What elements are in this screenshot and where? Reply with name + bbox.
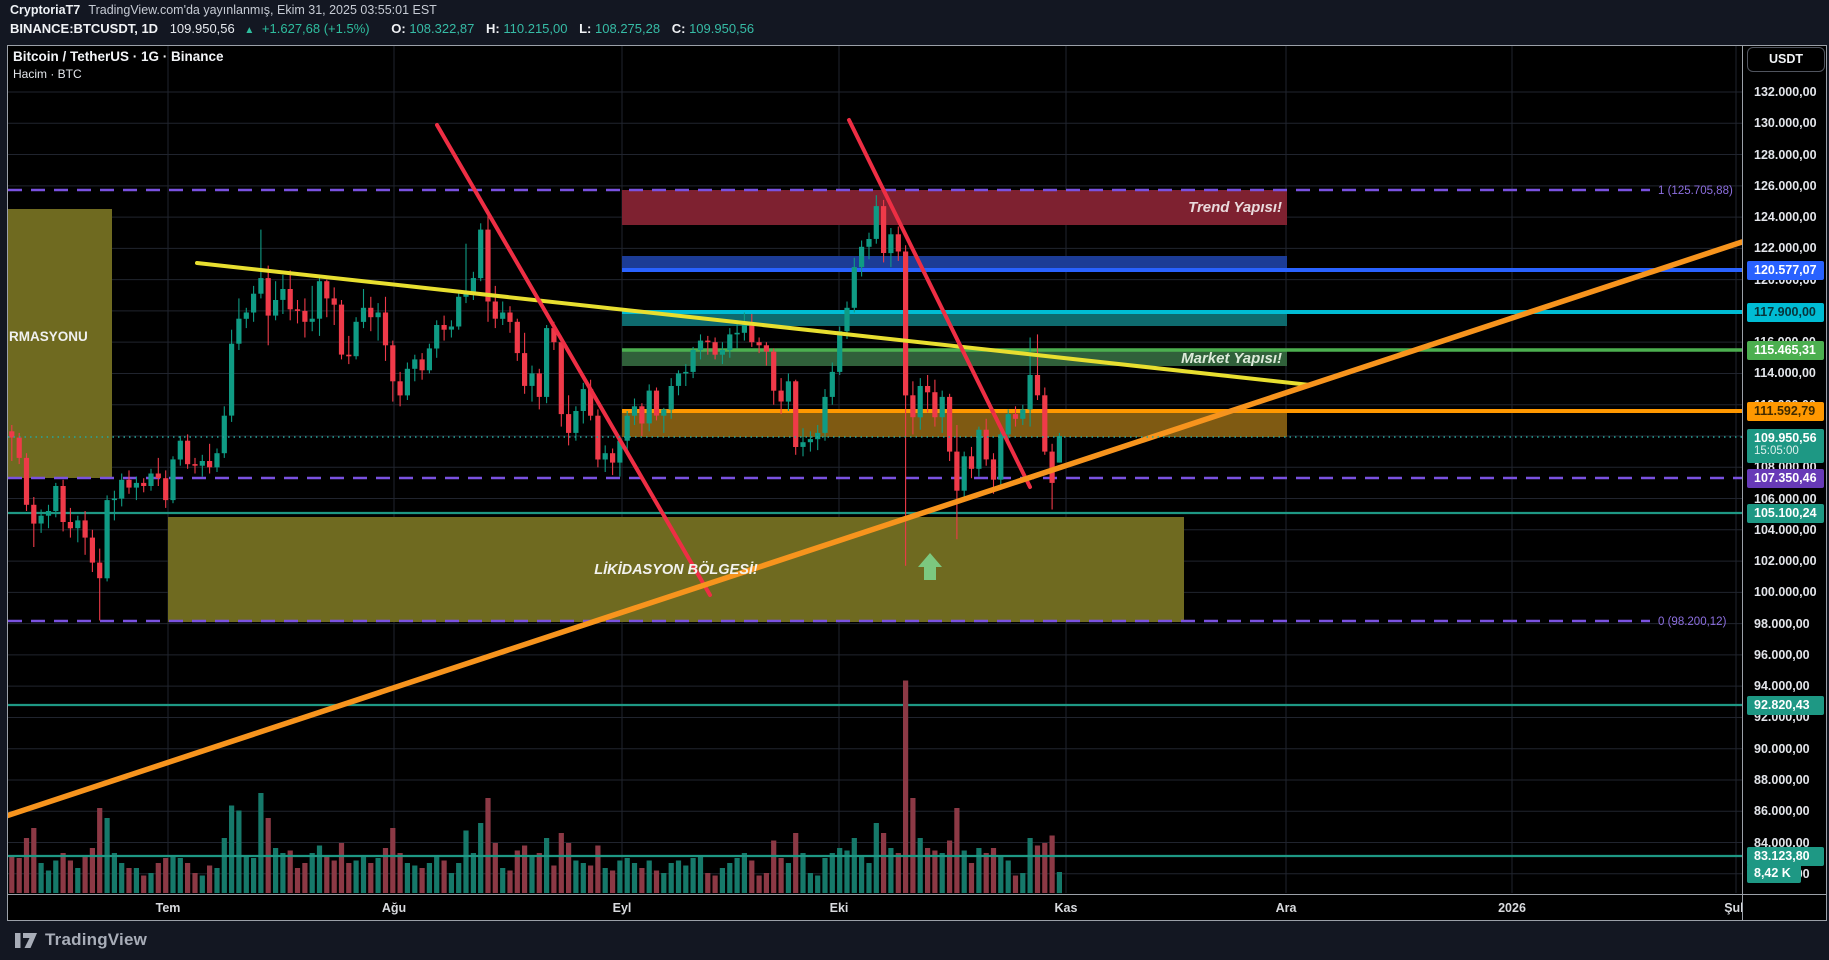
market-structure-zone	[622, 350, 1287, 366]
price-level-chip: 83.123,80	[1747, 846, 1824, 866]
fib-1-label: 1 (125.705,88)	[1658, 185, 1733, 197]
price-axis-label: 100.000,00	[1754, 585, 1817, 600]
price-axis-label: 104.000,00	[1754, 522, 1817, 537]
orange-support-zone	[622, 411, 1287, 437]
market-zone-label: Market Yapısı!	[1181, 350, 1282, 367]
volume-legend[interactable]: Hacim · BTC	[13, 67, 82, 81]
fib-0-label: 0 (98.200,12)	[1658, 616, 1727, 628]
time-axis-label: Eyl	[613, 901, 632, 915]
price-level-chip: 111.592,79	[1747, 401, 1824, 421]
formation-box-left	[8, 209, 112, 478]
publish-info: CryptoriaT7 TradingView.com'da yayınlanm…	[10, 3, 437, 17]
price-axis[interactable]: 132.000,00 130.000,00 128.000,00 126.000,00…	[1743, 45, 1829, 920]
low-value: 108.275,28	[595, 21, 661, 36]
price-axis-label: 94.000,00	[1754, 679, 1810, 694]
time-axis-label: Şub	[1724, 901, 1748, 915]
price-level-chip: 117.900,00	[1747, 302, 1824, 322]
red-descending-trendline-1	[435, 123, 712, 597]
time-axis-label: Ağu	[382, 901, 406, 915]
price-axis-label: 86.000,00	[1754, 804, 1810, 819]
last-price: 109.950,56	[169, 21, 235, 36]
liquidation-zone-label: LİKİDASYON BÖLGESİ!	[594, 561, 758, 578]
current-price-chip: 109.950,56 15:05:00	[1747, 429, 1824, 463]
close-label: C:	[671, 21, 686, 36]
price-axis-label: 88.000,00	[1754, 772, 1810, 787]
trend-structure-zone	[622, 190, 1287, 225]
formation-zone-label: RMASYONU	[9, 329, 88, 344]
change-up-icon: ▲	[244, 25, 255, 36]
open-value: 108.322,87	[409, 21, 475, 36]
time-axis-label: Tem	[156, 901, 181, 915]
price-axis-label: 114.000,00	[1754, 366, 1816, 381]
low-label: L:	[579, 21, 592, 36]
publish-text: TradingView.com'da yayınlanmış, Ekim 31,…	[88, 3, 437, 17]
arrow-up-marker	[918, 553, 942, 580]
page-header: CryptoriaT7 TradingView.com'da yayınlanm…	[0, 0, 1829, 45]
time-axis-label: 2026	[1498, 901, 1526, 915]
price-axis-label: 96.000,00	[1754, 647, 1810, 662]
price-change: +1.627,68 (+1.5%)	[261, 21, 370, 36]
price-axis-label: 102.000,00	[1754, 554, 1817, 569]
open-label: O:	[391, 21, 406, 36]
price-level-chip: 105.100,24	[1747, 503, 1824, 523]
time-axis-label: Ara	[1276, 901, 1298, 915]
price-level-chip: 8,42 K	[1747, 863, 1801, 883]
yellow-descending-trendline	[195, 261, 1312, 387]
price-axis-label: 90.000,00	[1754, 741, 1810, 756]
high-value: 110.215,00	[503, 21, 568, 36]
price-axis-label: 84.000,00	[1754, 835, 1810, 850]
time-axis-label: Eki	[830, 901, 849, 915]
high-label: H:	[486, 21, 500, 36]
chart-legend: Bitcoin / TetherUS · 1G · Binance Hacim …	[13, 49, 224, 81]
price-axis-label: 128.000,00	[1754, 147, 1817, 162]
red-descending-trendline-2	[847, 118, 1032, 489]
price-level-chip: 92.820,43	[1747, 695, 1824, 715]
price-level-chip: 120.577,07	[1747, 260, 1824, 280]
trend-zone-label: Trend Yapısı!	[1188, 199, 1282, 216]
price-level-chip: 107.350,46	[1747, 468, 1824, 488]
price-axis-label: 130.000,00	[1754, 116, 1817, 131]
symbol-row: BINANCE:BTCUSDT, 1D 109.950,56 ▲ +1.627,…	[10, 21, 754, 36]
price-axis-label: 106.000,00	[1754, 491, 1817, 506]
footer-bar: TradingView	[0, 921, 1829, 960]
symbol-label[interactable]: BINANCE:BTCUSDT, 1D	[10, 21, 159, 36]
author-name[interactable]: CryptoriaT7	[10, 3, 81, 17]
navy-resistance-zone	[622, 256, 1287, 270]
price-axis-label: 132.000,00	[1754, 85, 1817, 99]
price-level-chip: 115.465,31	[1747, 340, 1824, 360]
price-axis-label: 122.000,00	[1754, 241, 1817, 256]
close-value: 109.950,56	[689, 21, 755, 36]
price-axis-label: 124.000,00	[1754, 210, 1817, 225]
chart-title[interactable]: Bitcoin / TetherUS · 1G · Binance	[13, 49, 224, 64]
time-axis-label: Kas	[1055, 901, 1078, 915]
teal-resistance-zone	[622, 312, 1287, 326]
tradingview-logo-icon	[15, 933, 37, 948]
price-axis-label: 98.000,00	[1754, 616, 1810, 631]
currency-toggle-button[interactable]: USDT	[1747, 47, 1825, 72]
tradingview-logo[interactable]: TradingView	[14, 928, 147, 952]
price-axis-label: 126.000,00	[1754, 178, 1817, 193]
tradingview-logo-text: TradingView	[45, 930, 148, 949]
orange-ascending-trendline	[8, 239, 1742, 819]
